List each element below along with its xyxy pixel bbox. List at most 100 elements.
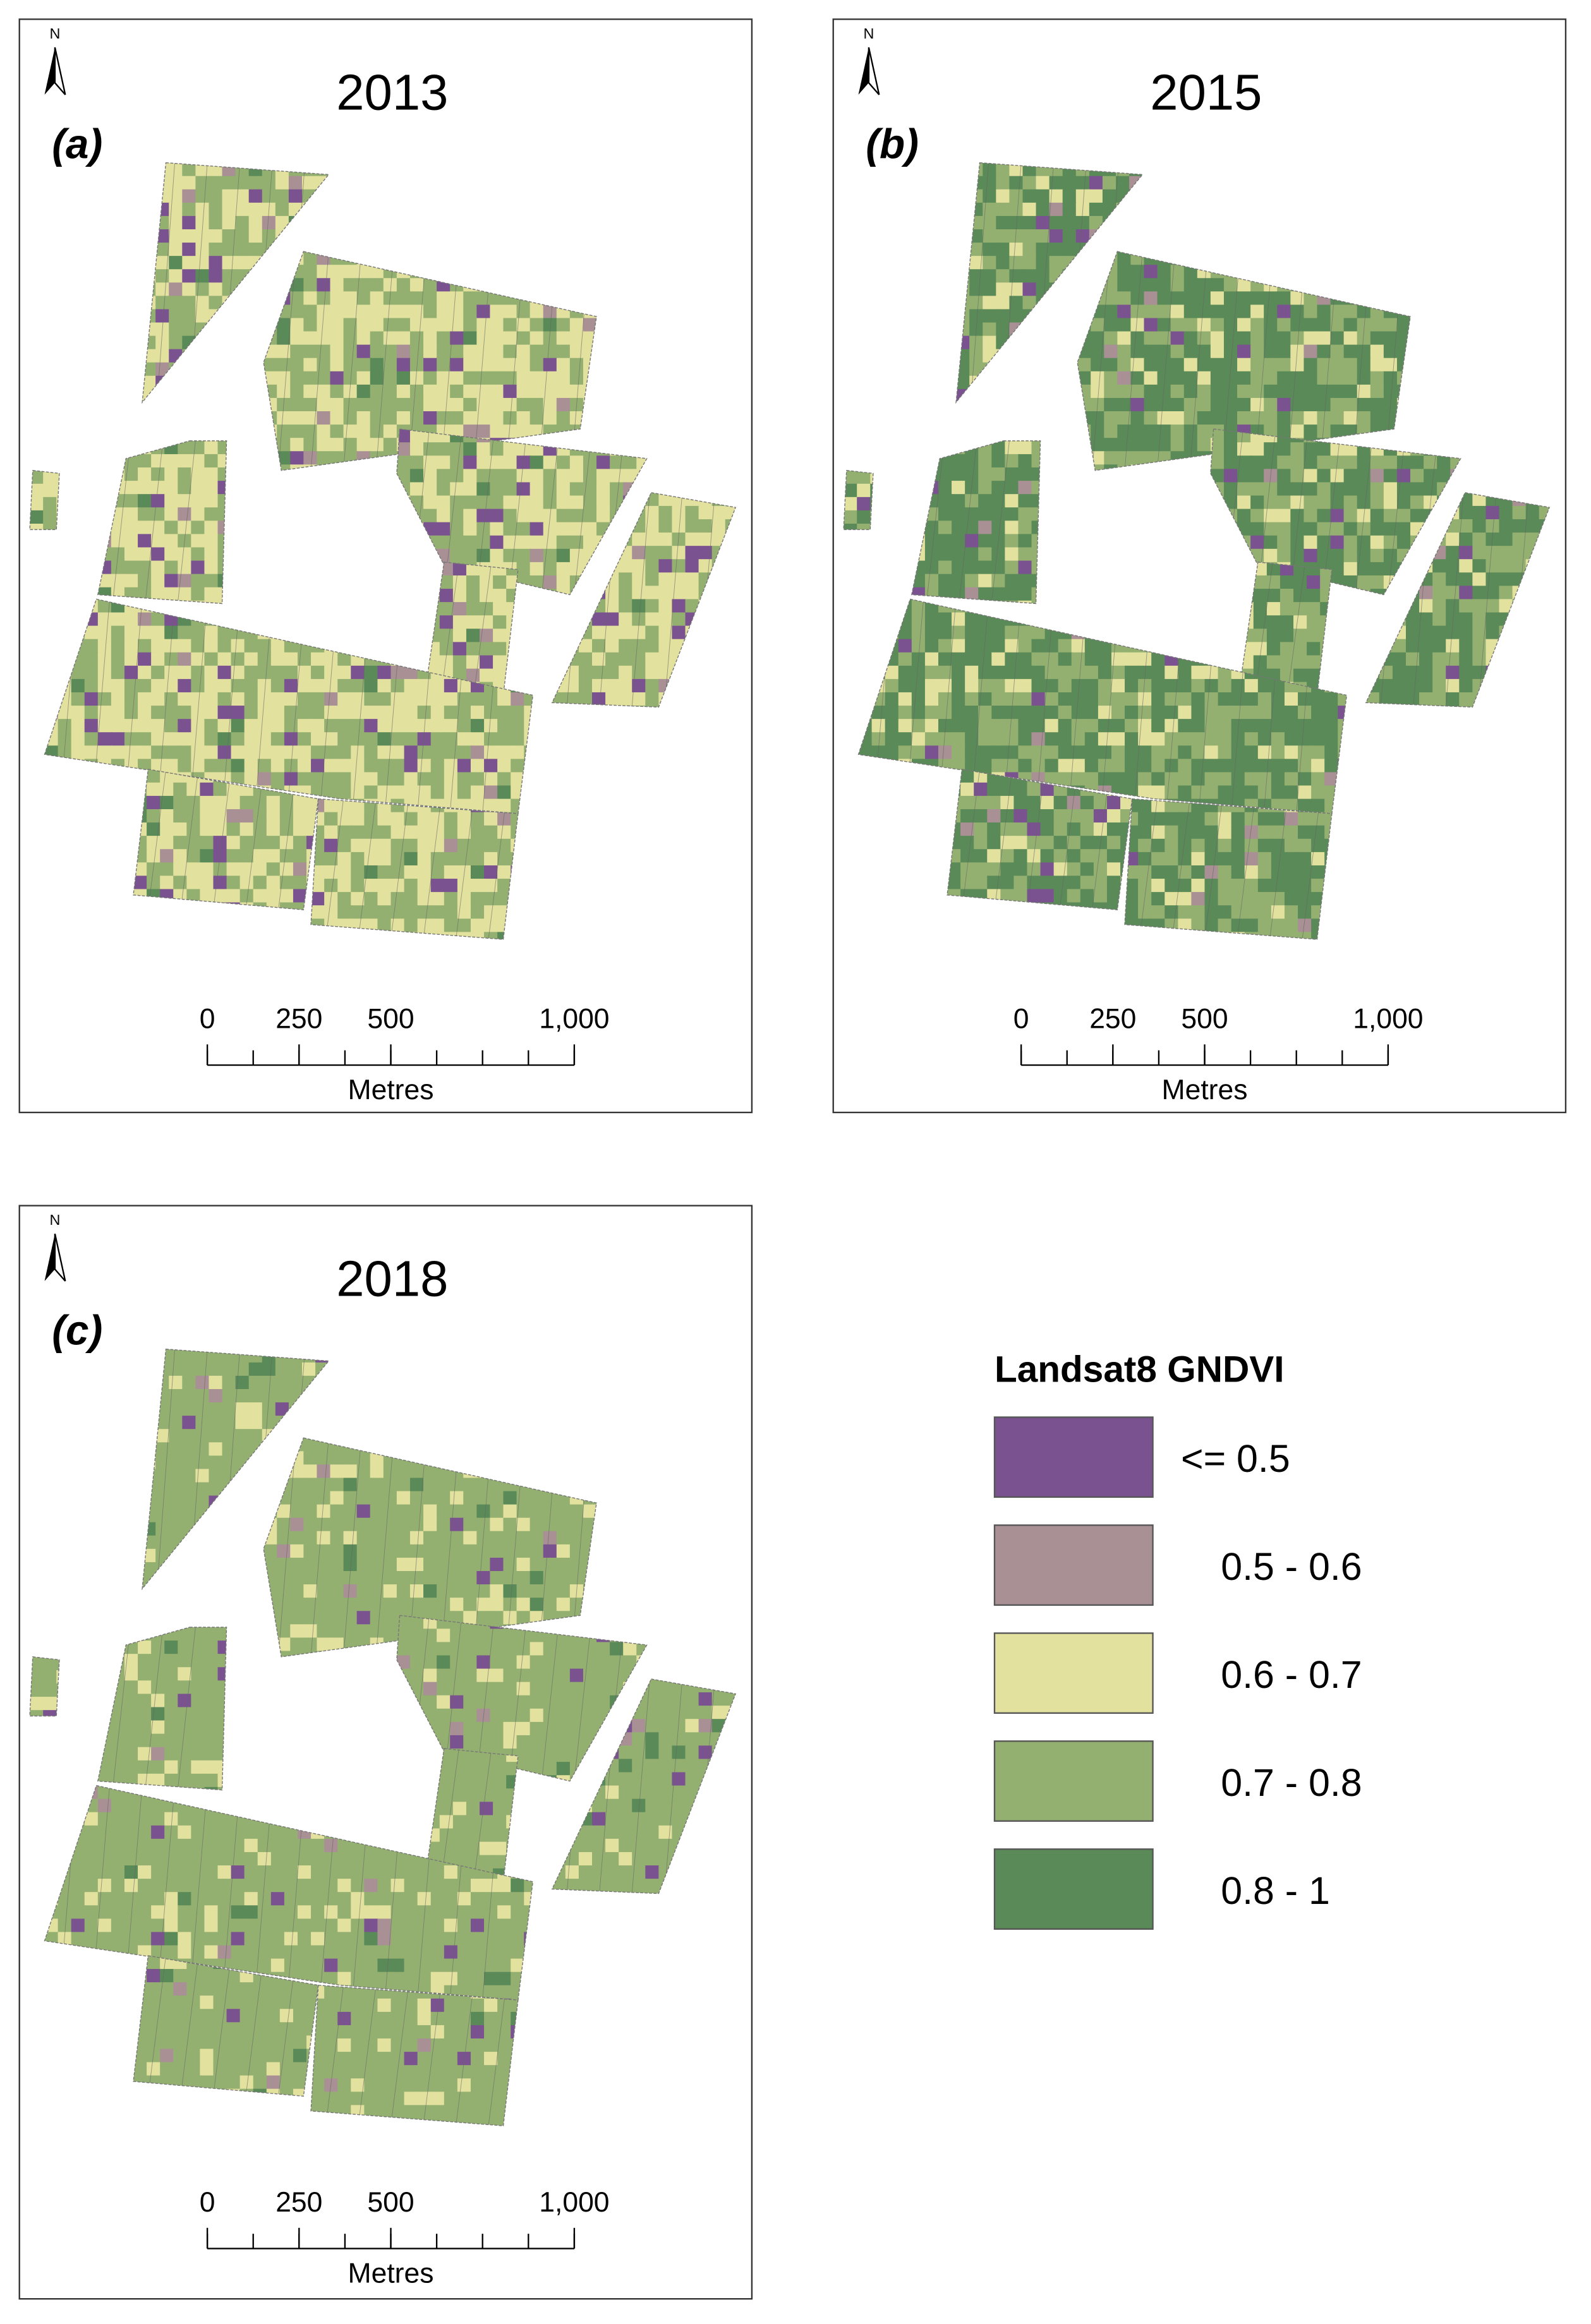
pixel-cell xyxy=(151,481,166,495)
pixel-cell xyxy=(430,865,445,880)
pixel-cell xyxy=(569,469,584,483)
pixel-cell xyxy=(124,560,139,575)
pixel-cell xyxy=(619,639,633,653)
pixel-cell xyxy=(1244,692,1259,707)
pixel-cell xyxy=(164,639,179,653)
pixel-cell xyxy=(1218,732,1232,747)
pixel-cell xyxy=(938,625,953,640)
pixel-cell xyxy=(1138,652,1152,666)
pixel-cell xyxy=(965,547,979,562)
pixel-cell xyxy=(965,678,979,694)
pixel-cell xyxy=(290,318,305,332)
pixel-cell xyxy=(324,879,339,893)
pixel-cell xyxy=(476,411,491,426)
pixel-cell xyxy=(204,521,219,535)
pixel-cell xyxy=(430,759,445,773)
pixel-cell xyxy=(952,745,966,760)
pixel-cell xyxy=(275,176,290,190)
pixel-cell xyxy=(178,625,192,640)
pixel-cell xyxy=(275,1362,290,1377)
pixel-cell xyxy=(1191,905,1206,920)
pixel-cell xyxy=(529,318,544,332)
pixel-cell xyxy=(493,589,507,603)
pixel-cell xyxy=(556,455,571,470)
pixel-cell xyxy=(938,521,953,535)
pixel-cell xyxy=(1036,215,1050,231)
pixel-cell xyxy=(1271,825,1286,840)
pixel-cell xyxy=(1106,849,1122,864)
pixel-cell xyxy=(466,668,481,683)
pixel-cell xyxy=(1330,424,1345,439)
pixel-cell xyxy=(1446,678,1460,694)
pixel-cell xyxy=(1383,411,1398,426)
pixel-cell xyxy=(1485,599,1500,613)
pixel-cell xyxy=(277,451,291,466)
pixel-cell xyxy=(1104,358,1118,372)
pixel-cell xyxy=(1357,358,1371,372)
pixel-cell xyxy=(463,522,478,536)
pixel-cell xyxy=(1304,509,1318,523)
pixel-cell xyxy=(1304,331,1318,346)
pixel-cell xyxy=(1104,438,1118,452)
pixel-cell xyxy=(1031,494,1041,509)
pixel-cell xyxy=(1091,464,1105,471)
pixel-cell xyxy=(1144,318,1158,332)
pixel-cell xyxy=(1170,344,1185,359)
pixel-cell xyxy=(1357,371,1371,386)
pixel-cell xyxy=(924,612,940,627)
pixel-cell xyxy=(235,1388,250,1404)
pixel-cell xyxy=(324,785,339,800)
pixel-cell xyxy=(383,371,398,386)
pixel-cell xyxy=(1257,918,1273,933)
pixel-cell xyxy=(1406,678,1420,694)
pixel-cell xyxy=(297,759,312,773)
pixel-cell xyxy=(1330,304,1345,319)
pixel-cell xyxy=(1210,442,1225,457)
pixel-cell xyxy=(1151,665,1166,680)
pixel-cell xyxy=(290,464,305,471)
pixel-cell xyxy=(1293,575,1308,590)
field-boundary xyxy=(473,562,492,695)
pixel-cell xyxy=(160,862,174,877)
pixel-cell xyxy=(1197,384,1212,399)
pixel-cell xyxy=(297,678,312,694)
pixel-cell xyxy=(270,706,286,720)
pixel-cell xyxy=(1277,371,1292,386)
pixel-cell xyxy=(155,349,170,363)
pixel-cell xyxy=(324,759,339,773)
pixel-cell xyxy=(173,809,188,824)
pixel-cell xyxy=(324,825,339,840)
pixel-cell xyxy=(991,678,1006,694)
pixel-cell xyxy=(430,745,445,760)
pixel-cell xyxy=(1370,318,1385,332)
pixel-cell xyxy=(632,572,646,587)
pixel-cell xyxy=(297,745,312,760)
pixel-cell xyxy=(1298,745,1312,760)
pixel-cell xyxy=(182,1388,197,1404)
pixel-cell xyxy=(1197,304,1212,319)
pixel-cell xyxy=(1130,291,1145,306)
pixel-cell xyxy=(470,785,485,800)
pixel-cell xyxy=(343,344,358,359)
field-block xyxy=(426,562,518,695)
pixel-cell xyxy=(1067,862,1081,877)
pixel-cell xyxy=(186,849,201,864)
pixel-cell xyxy=(1191,706,1206,720)
pixel-cell xyxy=(284,772,299,786)
pixel-cell xyxy=(484,838,499,853)
pixel-cell xyxy=(364,852,378,867)
pixel-cell xyxy=(1022,189,1037,204)
pixel-cell xyxy=(965,759,979,773)
pixel-cell xyxy=(996,256,1010,270)
pixel-cell xyxy=(155,335,170,350)
pixel-cell xyxy=(1512,533,1527,547)
pixel-cell xyxy=(556,495,571,510)
pixel-cell xyxy=(1279,589,1295,603)
pixel-cell xyxy=(658,586,673,600)
pixel-cell xyxy=(476,304,491,319)
pixel-cell xyxy=(124,678,139,694)
pixel-cell xyxy=(911,719,926,733)
pixel-cell xyxy=(1383,318,1398,332)
pixel-cell xyxy=(1357,495,1371,510)
pixel-cell xyxy=(182,256,197,270)
